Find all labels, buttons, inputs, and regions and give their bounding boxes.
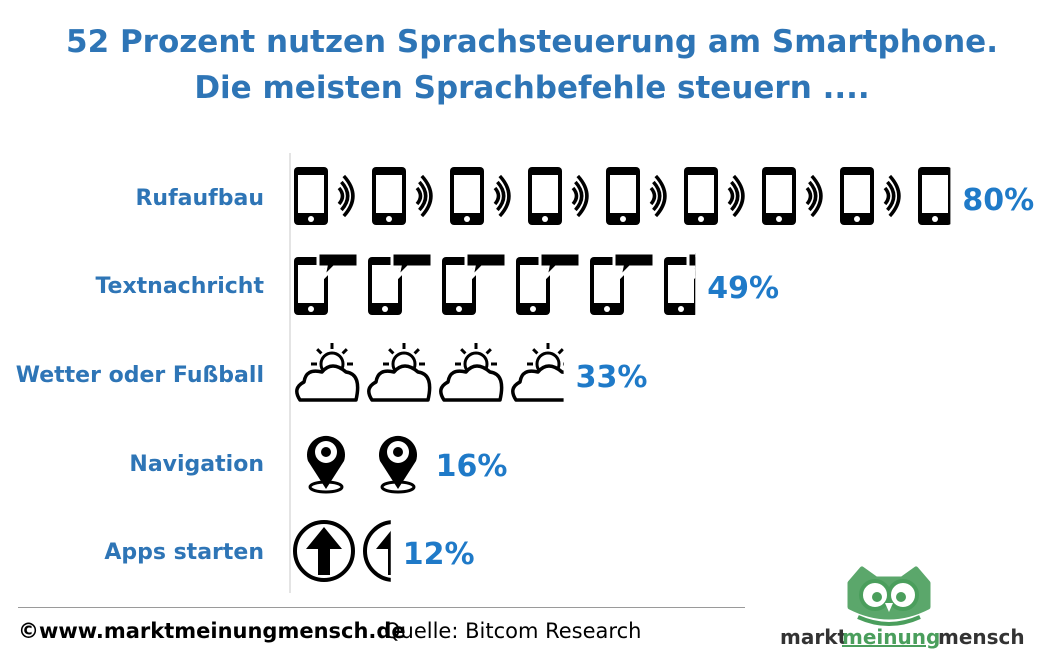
sun-behind-cloud-icon bbox=[367, 343, 432, 402]
value-label: 80% bbox=[962, 183, 1034, 218]
logo-text-mensch: mensch bbox=[938, 625, 1025, 649]
arrow-up-circle-icon bbox=[363, 520, 391, 582]
map-pin-icon bbox=[379, 435, 417, 494]
chart-title-line-1: 52 Prozent nutzen Sprachsteuerung am Sma… bbox=[66, 24, 998, 60]
phone-with-speech-bubble-icon bbox=[294, 251, 360, 315]
phone-with-sound-waves-icon bbox=[606, 167, 667, 225]
map-pin-icon bbox=[307, 435, 345, 494]
category-label: Rufaufbau bbox=[135, 186, 264, 211]
pictograph-bar bbox=[307, 435, 417, 494]
category-label: Wetter oder Fußball bbox=[16, 363, 264, 388]
logo-text-meinung: meinung bbox=[842, 625, 941, 649]
phone-with-speech-bubble-icon bbox=[368, 251, 434, 315]
phone-with-sound-waves-icon bbox=[528, 167, 589, 225]
footer-divider bbox=[18, 607, 745, 608]
category-label: Navigation bbox=[129, 452, 264, 477]
phone-with-speech-bubble-icon bbox=[590, 251, 656, 315]
arrow-up-circle-icon bbox=[293, 520, 355, 582]
footer-website: ©www.marktmeinungmensch.de bbox=[18, 619, 406, 643]
chart-title-line-2: Die meisten Sprachbefehle steuern .... bbox=[194, 70, 870, 106]
value-label: 49% bbox=[707, 271, 779, 306]
phone-with-sound-waves-icon bbox=[840, 167, 901, 225]
category-label: Textnachricht bbox=[95, 274, 264, 299]
phone-with-speech-bubble-icon bbox=[664, 251, 696, 315]
pictograph-chart: Rufaufbau 80% Textnachricht 49% Wetter oder … bbox=[16, 153, 1034, 593]
pictograph-bar bbox=[293, 520, 391, 582]
owl-logo-icon bbox=[847, 566, 931, 626]
value-label: 33% bbox=[576, 360, 648, 395]
sun-behind-cloud-icon bbox=[295, 343, 360, 402]
sun-behind-cloud-icon bbox=[439, 343, 504, 402]
phone-with-sound-waves-icon bbox=[294, 167, 355, 225]
pictograph-bar bbox=[294, 251, 696, 315]
pictograph-bar bbox=[295, 343, 564, 402]
phone-with-speech-bubble-icon bbox=[442, 251, 508, 315]
footer-source: Quelle: Bitcom Research bbox=[384, 619, 642, 643]
phone-with-speech-bubble-icon bbox=[516, 251, 582, 315]
brand-logo: markt meinung mensch bbox=[780, 565, 1050, 655]
pictograph-bar bbox=[294, 167, 951, 225]
value-label: 12% bbox=[403, 537, 475, 572]
phone-with-sound-waves-icon bbox=[918, 167, 951, 225]
value-label: 16% bbox=[436, 449, 508, 484]
category-label: Apps starten bbox=[104, 540, 264, 565]
phone-with-sound-waves-icon bbox=[450, 167, 511, 225]
logo-text-markt: markt bbox=[780, 625, 848, 649]
phone-with-sound-waves-icon bbox=[372, 167, 433, 225]
phone-with-sound-waves-icon bbox=[684, 167, 745, 225]
sun-behind-cloud-icon bbox=[511, 343, 564, 402]
phone-with-sound-waves-icon bbox=[762, 167, 823, 225]
